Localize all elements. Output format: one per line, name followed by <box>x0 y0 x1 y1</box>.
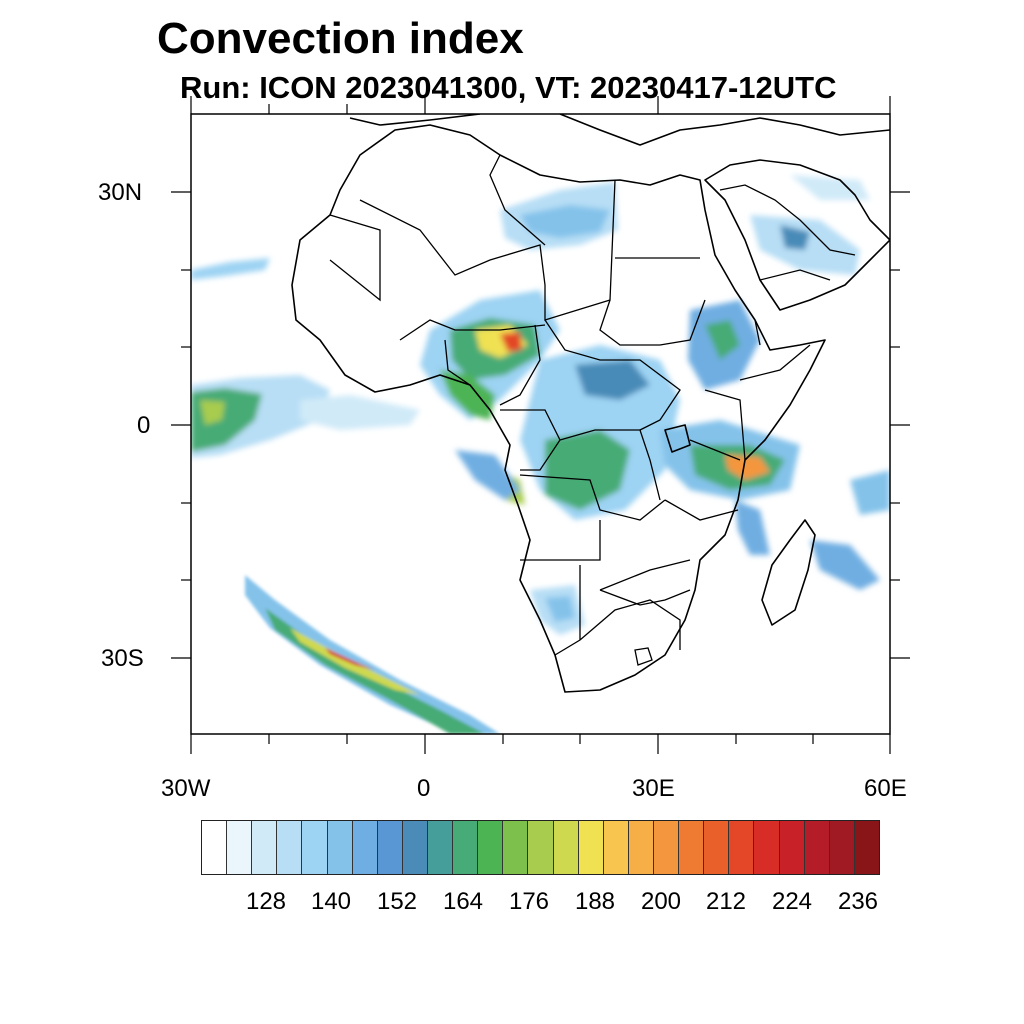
colorbar-swatch-22 <box>754 821 780 874</box>
colorbar-swatch-2 <box>252 821 278 874</box>
convection-field <box>191 175 890 635</box>
field-atlantic-west-hot <box>200 400 225 425</box>
border-libya <box>489 154 546 246</box>
field-congo <box>545 430 630 510</box>
colorbar-label-212: 212 <box>705 888 747 915</box>
lake-victoria <box>664 424 691 453</box>
colorbar-swatch-13 <box>528 821 554 874</box>
border-east <box>664 389 746 521</box>
field-tanzania <box>735 500 770 555</box>
colorbar-label-224: 224 <box>771 888 813 915</box>
field-arabia-core <box>780 225 810 250</box>
lon-label-30w: 30W <box>161 775 211 802</box>
field-sahara-core <box>520 205 610 238</box>
field-ethiopia-core <box>705 320 740 360</box>
colorbar-swatch-7 <box>377 821 403 874</box>
field-congo-north <box>575 360 650 400</box>
colorbar-swatch-4 <box>302 821 328 874</box>
colorbar-swatch-21 <box>729 821 755 874</box>
arabia-coastline <box>704 159 890 311</box>
border-arabia <box>719 184 856 281</box>
border-south-africa <box>554 599 681 666</box>
field-guinea-coast <box>440 370 495 420</box>
field-gabon-coast <box>455 450 520 500</box>
colorbar-swatch-10 <box>453 821 479 874</box>
border-chad-sudan <box>599 299 706 346</box>
colorbar-swatch-3 <box>277 821 303 874</box>
europe-coast <box>349 114 890 146</box>
colorbar-swatch-14 <box>553 821 579 874</box>
field-atlantic-trail <box>300 395 420 430</box>
colorbar-label-188: 188 <box>574 888 616 915</box>
field-namibia-core <box>545 596 575 622</box>
border-drc-south <box>519 474 666 521</box>
map-frame <box>190 113 891 735</box>
colorbar-swatch-9 <box>427 821 454 874</box>
colorbar-swatch-8 <box>402 821 428 874</box>
field-madagascar-east <box>810 540 880 590</box>
colorbar-swatch-1 <box>227 821 253 874</box>
border-southern <box>520 520 691 640</box>
border-horn <box>739 319 811 381</box>
lon-label-0: 0 <box>417 775 431 802</box>
field-nw-atlantic <box>191 258 270 280</box>
lon-label-60e: 60E <box>864 775 907 802</box>
colorbar-swatch-16 <box>603 821 629 874</box>
colorbar-label-140: 140 <box>310 888 352 915</box>
colorbar-label-236: 236 <box>837 888 879 915</box>
field-indian-ocean <box>850 470 890 515</box>
colorbar-swatch-20 <box>704 821 730 874</box>
colorbar-swatch-23 <box>779 821 805 874</box>
field-middle-east <box>790 175 870 200</box>
colorbar <box>201 820 880 875</box>
field-kenya-hot <box>725 455 770 480</box>
border-congo <box>500 409 661 501</box>
lon-label-30e: 30E <box>632 775 675 802</box>
colorbar-swatch-19 <box>679 821 705 874</box>
plot-title: Convection index <box>157 14 524 63</box>
country-borders <box>329 154 856 666</box>
colorbar-swatch-17 <box>628 821 654 874</box>
coastlines <box>291 114 890 693</box>
lat-label-30s: 30S <box>101 645 144 672</box>
field-nigeria-max <box>500 332 522 352</box>
south-atlantic-band <box>245 575 500 734</box>
border-central <box>544 319 681 431</box>
band-outer <box>245 575 500 734</box>
colorbar-swatch-15 <box>578 821 604 874</box>
colorbar-label-128: 128 <box>245 888 287 915</box>
colorbar-swatch-0 <box>202 821 228 874</box>
colorbar-swatch-18 <box>653 821 680 874</box>
colorbar-swatch-25 <box>829 821 855 874</box>
africa-coastline <box>291 124 826 693</box>
colorbar-label-200: 200 <box>640 888 682 915</box>
border-west <box>329 214 381 302</box>
plot-subtitle: Run: ICON 2023041300, VT: 20230417-12UTC <box>180 70 837 105</box>
lat-label-0: 0 <box>137 412 151 439</box>
border-sahel <box>399 319 546 341</box>
colorbar-label-152: 152 <box>376 888 418 915</box>
colorbar-swatch-5 <box>327 821 353 874</box>
border-nigeria <box>444 324 541 406</box>
madagascar-coastline <box>761 519 816 626</box>
border-sahara <box>359 179 616 321</box>
colorbar-swatch-26 <box>854 821 879 874</box>
colorbar-label-164: 164 <box>442 888 484 915</box>
colorbar-swatch-12 <box>503 821 529 874</box>
colorbar-swatch-6 <box>352 821 378 874</box>
colorbar-label-176: 176 <box>508 888 550 915</box>
axis-ticks <box>171 96 910 754</box>
colorbar-swatch-24 <box>804 821 830 874</box>
colorbar-swatch-11 <box>478 821 504 874</box>
lat-label-30n: 30N <box>98 179 143 206</box>
